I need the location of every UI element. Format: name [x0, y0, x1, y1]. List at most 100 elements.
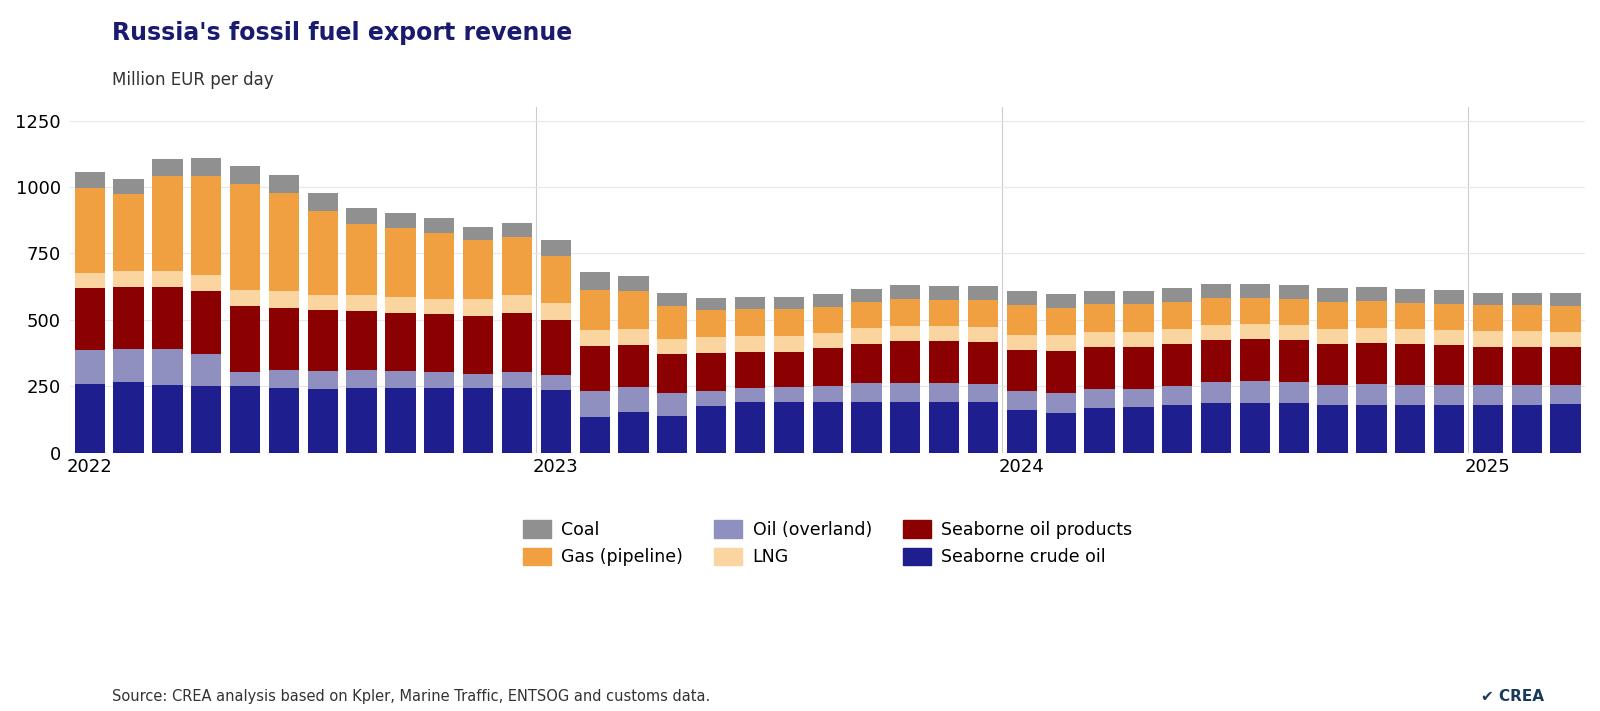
Bar [1317, 385, 1347, 405]
Bar [1472, 331, 1502, 347]
Bar [696, 338, 726, 353]
Bar [1162, 344, 1192, 386]
Bar [1162, 386, 1192, 405]
Bar [851, 289, 882, 302]
Bar [658, 393, 688, 415]
Bar [502, 373, 533, 387]
Bar [1512, 292, 1542, 305]
Bar [1317, 288, 1347, 302]
Bar [1045, 294, 1075, 308]
Bar [1395, 329, 1426, 344]
Bar [734, 352, 765, 388]
Bar [1395, 289, 1426, 303]
Bar [890, 299, 920, 326]
Bar [1550, 306, 1581, 332]
Bar [696, 406, 726, 453]
Bar [462, 240, 493, 299]
Bar [230, 372, 261, 386]
Bar [930, 300, 960, 326]
Bar [424, 299, 454, 314]
Bar [462, 299, 493, 316]
Bar [851, 344, 882, 383]
Bar [1085, 291, 1115, 304]
Bar [424, 373, 454, 387]
Bar [1123, 347, 1154, 389]
Bar [1550, 405, 1581, 453]
Bar [1006, 391, 1037, 410]
Bar [1202, 325, 1230, 340]
Bar [114, 194, 144, 272]
Bar [1006, 335, 1037, 351]
Bar [1434, 290, 1464, 304]
Bar [114, 383, 144, 453]
Bar [541, 240, 571, 256]
Bar [114, 179, 144, 194]
Bar [1472, 347, 1502, 385]
Bar [1278, 285, 1309, 299]
Bar [1278, 402, 1309, 453]
Bar [152, 349, 182, 385]
Bar [307, 193, 338, 211]
Bar [968, 342, 998, 384]
Bar [1434, 304, 1464, 330]
Bar [1550, 347, 1581, 385]
Bar [152, 159, 182, 176]
Bar [541, 375, 571, 390]
Bar [618, 412, 648, 453]
Bar [890, 383, 920, 402]
Bar [890, 326, 920, 341]
Bar [462, 387, 493, 453]
Bar [1085, 408, 1115, 453]
Bar [813, 333, 843, 348]
Bar [774, 309, 803, 336]
Bar [1202, 284, 1230, 298]
Bar [734, 402, 765, 453]
Bar [307, 295, 338, 310]
Text: Source: CREA analysis based on Kpler, Marine Traffic, ENTSOG and customs data.: Source: CREA analysis based on Kpler, Ma… [112, 689, 710, 704]
Bar [1512, 405, 1542, 453]
Bar [734, 296, 765, 309]
Bar [1202, 382, 1230, 402]
Bar [114, 287, 144, 349]
Bar [890, 402, 920, 453]
Bar [968, 384, 998, 402]
Bar [1085, 389, 1115, 408]
Bar [1162, 405, 1192, 453]
Bar [114, 349, 144, 383]
Bar [307, 211, 338, 295]
Bar [1357, 343, 1387, 384]
Bar [1045, 392, 1075, 413]
Bar [1512, 331, 1542, 347]
Bar [579, 290, 610, 330]
Bar [1434, 405, 1464, 453]
Bar [696, 310, 726, 338]
Bar [269, 175, 299, 193]
Bar [1512, 385, 1542, 405]
Text: ✔ CREA: ✔ CREA [1482, 689, 1544, 704]
Bar [1240, 402, 1270, 453]
Bar [1472, 405, 1502, 453]
Bar [502, 295, 533, 314]
Bar [1123, 291, 1154, 304]
Bar [541, 320, 571, 375]
Bar [307, 310, 338, 371]
Bar [774, 352, 803, 387]
Bar [579, 330, 610, 346]
Bar [75, 351, 106, 384]
Bar [1240, 284, 1270, 298]
Bar [658, 338, 688, 354]
Bar [618, 387, 648, 412]
Bar [1317, 405, 1347, 453]
Bar [462, 374, 493, 387]
Bar [269, 193, 299, 292]
Bar [968, 327, 998, 342]
Bar [190, 354, 221, 386]
Bar [386, 228, 416, 296]
Bar [190, 386, 221, 453]
Bar [930, 326, 960, 341]
Bar [968, 402, 998, 453]
Bar [230, 306, 261, 372]
Bar [190, 176, 221, 275]
Bar [968, 300, 998, 327]
Bar [696, 353, 726, 391]
